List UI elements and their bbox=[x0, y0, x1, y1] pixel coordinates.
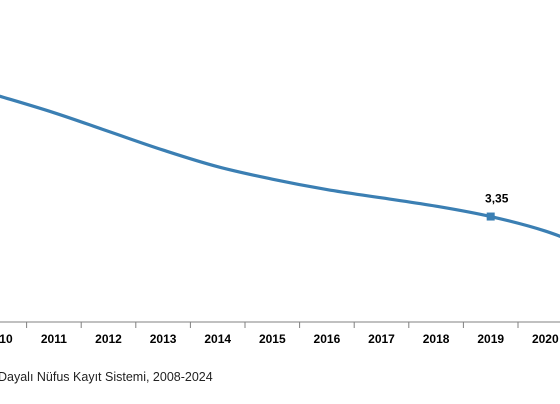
x-tick-label: 2016 bbox=[314, 332, 341, 346]
x-tick-label: 2018 bbox=[423, 332, 450, 346]
x-tick-label: 2014 bbox=[204, 332, 231, 346]
data-label: 3,35 bbox=[485, 192, 509, 206]
series-line bbox=[0, 94, 560, 238]
source-note: Dayalı Nüfus Kayıt Sistemi, 2008-2024 bbox=[0, 370, 213, 384]
x-tick-label: 2017 bbox=[368, 332, 395, 346]
x-tick-label: 2019 bbox=[477, 332, 504, 346]
data-point-marker bbox=[486, 212, 495, 221]
x-tick-label: 2013 bbox=[150, 332, 177, 346]
x-tick-label: 2012 bbox=[95, 332, 122, 346]
x-tick-label: 2010 bbox=[0, 332, 13, 346]
x-tick-label: 2015 bbox=[259, 332, 286, 346]
x-axis-ticks: 2010 2011 2012 2013 2014 2015 2016 2017 2018 2019… bbox=[0, 322, 559, 346]
data-labels: 3,35 bbox=[485, 192, 509, 206]
x-tick-label: 2020 bbox=[532, 332, 559, 346]
data-markers bbox=[486, 212, 495, 221]
x-tick-label: 2011 bbox=[41, 332, 67, 346]
